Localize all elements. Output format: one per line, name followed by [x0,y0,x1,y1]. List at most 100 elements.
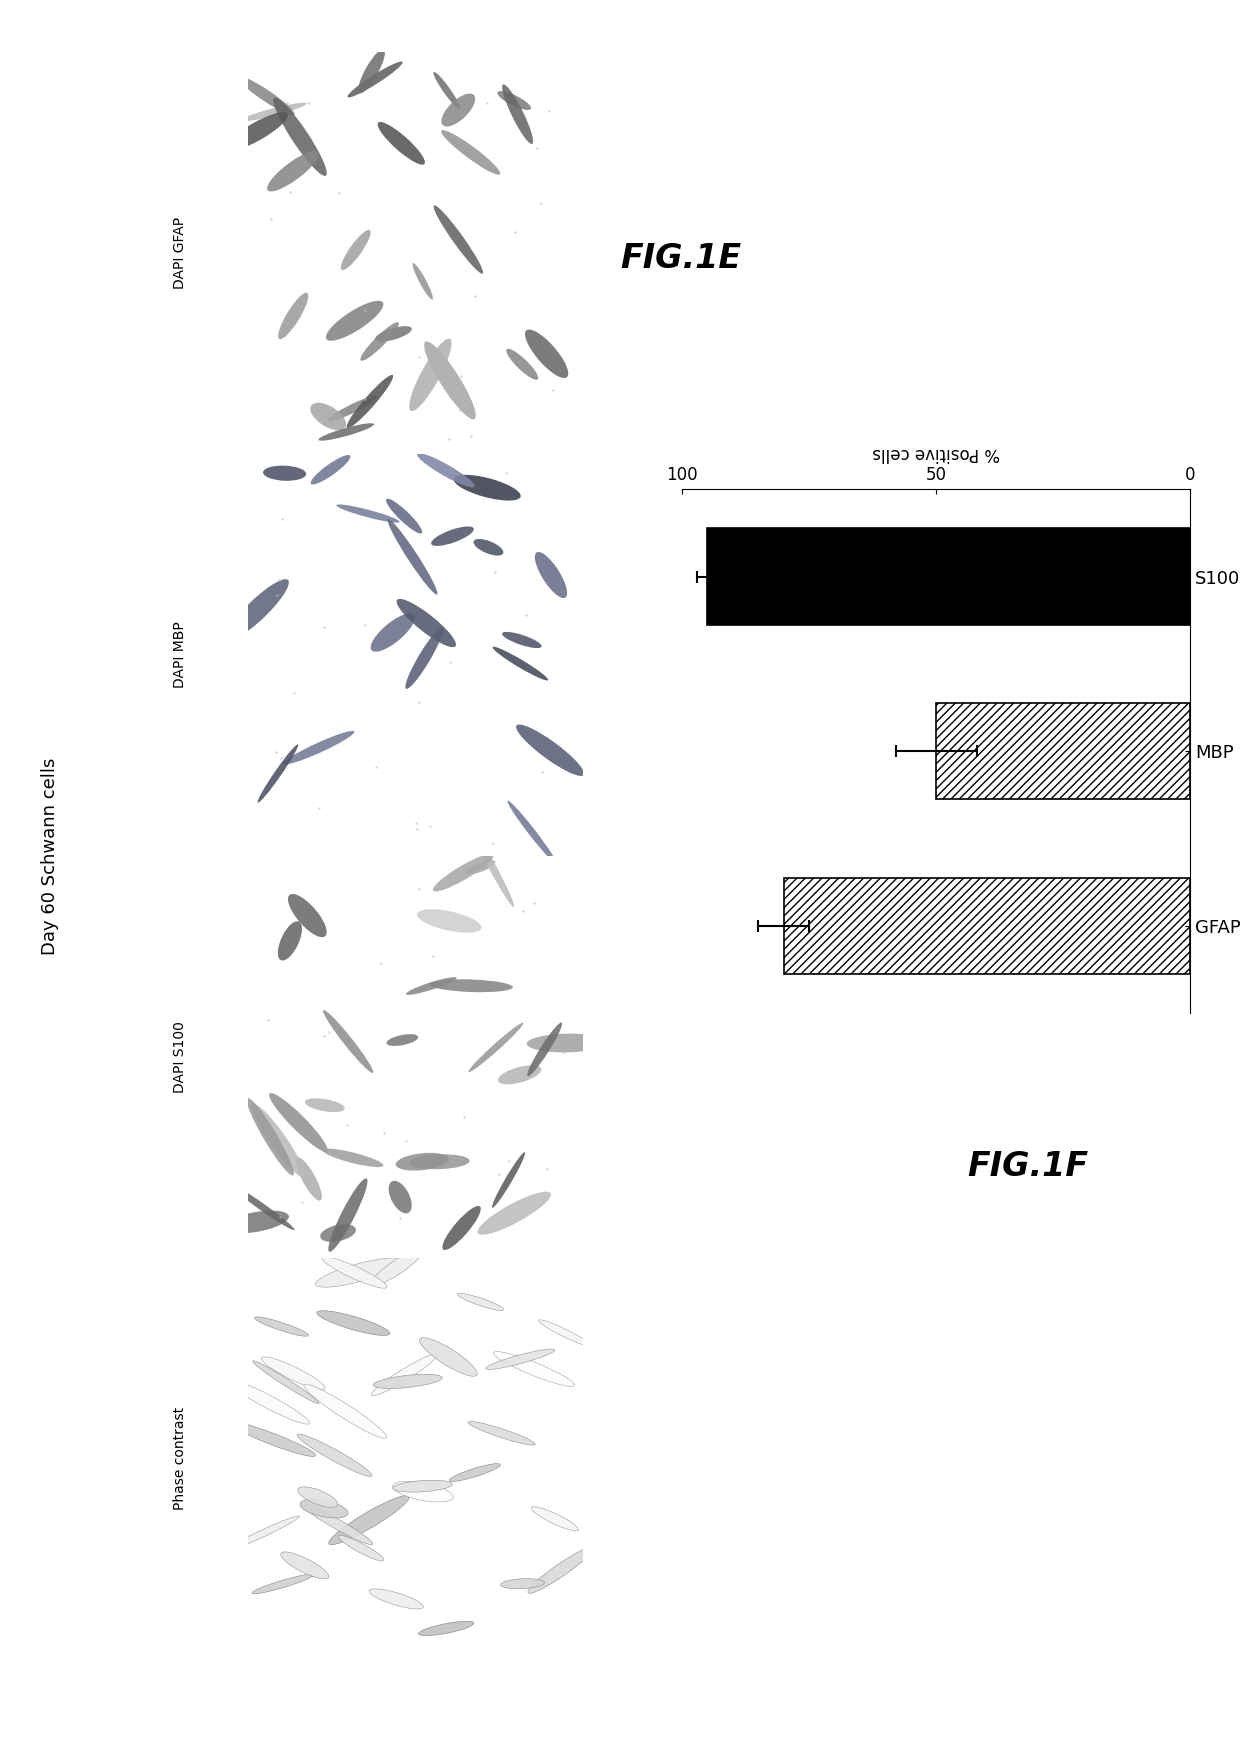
Ellipse shape [253,1361,319,1403]
Ellipse shape [393,1480,453,1492]
Ellipse shape [527,1022,562,1076]
Ellipse shape [424,341,476,419]
Ellipse shape [502,84,533,143]
Ellipse shape [538,1319,590,1345]
Ellipse shape [300,1499,348,1518]
Text: Day 60 Schwann cells: Day 60 Schwann cells [41,758,58,954]
Ellipse shape [288,894,326,936]
Ellipse shape [372,1354,436,1396]
Ellipse shape [327,395,377,421]
Ellipse shape [229,1422,316,1457]
Ellipse shape [527,1034,608,1052]
Ellipse shape [311,454,351,484]
Ellipse shape [341,231,371,271]
Ellipse shape [531,1506,578,1530]
Ellipse shape [223,1211,289,1233]
Ellipse shape [269,1094,327,1151]
Ellipse shape [432,526,474,547]
Ellipse shape [273,98,327,176]
Ellipse shape [388,519,438,594]
Ellipse shape [336,505,399,522]
Ellipse shape [278,293,309,339]
Ellipse shape [322,1256,387,1288]
Ellipse shape [516,725,584,776]
Text: Phase contrast: Phase contrast [172,1406,187,1511]
Ellipse shape [298,1487,337,1508]
Ellipse shape [316,1258,403,1288]
Ellipse shape [413,264,433,299]
Ellipse shape [278,921,303,961]
Bar [784,879,1190,975]
Ellipse shape [429,980,513,992]
Ellipse shape [477,1191,551,1235]
Ellipse shape [417,452,475,487]
Ellipse shape [497,91,531,110]
Ellipse shape [386,498,422,533]
Ellipse shape [319,423,374,440]
Ellipse shape [469,1422,536,1445]
Ellipse shape [465,860,496,874]
Ellipse shape [284,730,355,765]
Ellipse shape [528,1546,594,1593]
Ellipse shape [347,376,393,428]
Text: DAPI S100: DAPI S100 [172,1020,187,1094]
Ellipse shape [373,1375,443,1389]
Ellipse shape [492,1151,526,1207]
Ellipse shape [301,1504,373,1544]
Ellipse shape [458,1293,503,1310]
Ellipse shape [507,800,557,863]
Ellipse shape [449,1464,500,1481]
Ellipse shape [494,1352,574,1387]
Ellipse shape [358,49,384,93]
Text: DAPI MBP: DAPI MBP [172,622,187,688]
Ellipse shape [267,150,319,192]
Ellipse shape [474,540,503,556]
Ellipse shape [324,1010,373,1073]
Ellipse shape [397,599,456,646]
Ellipse shape [258,744,299,802]
Ellipse shape [252,1574,314,1593]
Text: FIG.1E: FIG.1E [620,243,742,274]
Ellipse shape [433,854,494,891]
Ellipse shape [317,1310,389,1335]
Ellipse shape [241,103,306,121]
Ellipse shape [226,1378,310,1424]
Ellipse shape [396,1153,449,1170]
Ellipse shape [298,1434,372,1476]
Ellipse shape [441,94,475,126]
X-axis label: % Positive cells: % Positive cells [872,444,1001,461]
Ellipse shape [441,129,500,175]
Ellipse shape [409,339,451,411]
Ellipse shape [534,552,567,597]
Ellipse shape [320,1225,356,1242]
Ellipse shape [434,206,484,274]
Ellipse shape [454,475,521,501]
Ellipse shape [253,1104,305,1177]
Ellipse shape [310,404,346,430]
Ellipse shape [525,330,568,377]
Ellipse shape [296,1158,322,1200]
Ellipse shape [419,1338,477,1377]
Bar [707,529,1190,625]
Ellipse shape [388,1181,412,1214]
Ellipse shape [387,1034,418,1046]
Ellipse shape [224,112,288,150]
Ellipse shape [376,327,412,341]
Ellipse shape [469,1022,523,1073]
Ellipse shape [434,72,460,110]
Ellipse shape [501,1579,544,1588]
Ellipse shape [506,349,538,379]
Ellipse shape [262,1357,325,1391]
Ellipse shape [502,632,542,648]
Text: FIG.1F: FIG.1F [967,1151,1089,1183]
Ellipse shape [492,646,548,681]
Ellipse shape [254,1317,309,1336]
Ellipse shape [229,1183,295,1230]
Ellipse shape [405,977,456,994]
Ellipse shape [322,1148,383,1167]
Ellipse shape [371,1249,423,1286]
Ellipse shape [393,1481,453,1502]
Ellipse shape [263,466,306,480]
Ellipse shape [347,61,403,98]
Ellipse shape [378,122,425,164]
